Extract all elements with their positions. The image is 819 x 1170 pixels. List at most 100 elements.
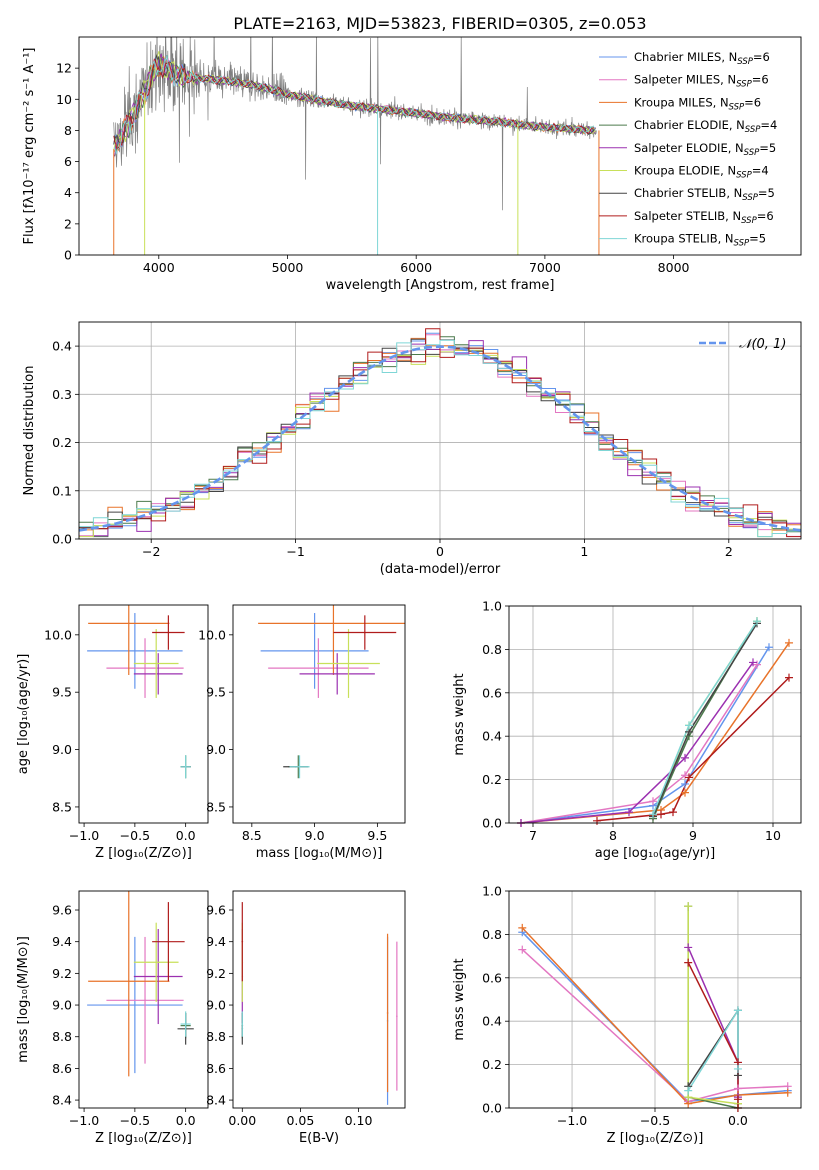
residuals-panel: −2 −1 0 1 2 0.0 0.1 0.2 0.3 0.4 (data-model)/error… <box>22 321 802 577</box>
weight-marker-kroupa-stelib <box>684 1086 693 1095</box>
point-salpeter-miles <box>144 999 146 1002</box>
x-tick-label: 0.10 <box>345 1113 373 1128</box>
weight-marker-salpeter-stelib <box>669 808 677 817</box>
x-tick-label: −1.0 <box>557 1113 587 1128</box>
y-tick-label: 8.4 <box>206 1093 226 1108</box>
normal-curve <box>79 345 801 532</box>
x-tick-label: −0.5 <box>640 1113 670 1128</box>
y-axis-label: Normed distribution <box>22 366 37 496</box>
point-kroupa-elodie <box>155 662 157 665</box>
figure-title: PLATE=2163, MJD=53823, FIBERID=0305, z=0… <box>233 14 646 33</box>
legend-label: Salpeter STELIB, NSSP=6 <box>634 209 774 226</box>
y-tick-label: 8.8 <box>52 1029 72 1044</box>
legend-label: Salpeter ELODIE, NSSP=5 <box>634 141 776 158</box>
point-salpeter-stelib <box>241 940 244 943</box>
y-tick-label: 9.2 <box>206 966 226 981</box>
axes-frame <box>232 890 406 1109</box>
y-tick-label: 8.8 <box>206 1029 226 1044</box>
point-salpeter-elodie <box>157 673 160 675</box>
y-tick-label: 9.0 <box>206 998 226 1013</box>
weight-marker-kroupa-stelib <box>649 810 657 819</box>
x-axis-label: mass [log₁₀(M/M⊙)] <box>256 846 383 861</box>
weight-line-salpeter-miles <box>520 664 758 823</box>
weight-line-kroupa-elodie <box>652 620 758 817</box>
y-axis-label: age [log₁₀(age/yr)] <box>16 654 31 775</box>
model-spectrum-kroupa-elodie <box>113 50 596 151</box>
x-tick-label: 9.5 <box>367 828 387 843</box>
weight-line-salpeter-miles <box>521 949 788 1103</box>
x-tick-label: 9 <box>689 828 697 843</box>
y-tick-label: 9.4 <box>52 934 72 949</box>
axes-frame <box>78 604 209 824</box>
legend-label: Salpeter MILES, NSSP=6 <box>634 73 769 90</box>
y-tick-label: 8.4 <box>52 1093 72 1108</box>
y-tick-label: 9.5 <box>52 685 72 700</box>
point-salpeter-miles <box>317 667 320 669</box>
point-salpeter-stelib <box>167 631 170 634</box>
weight-marker-kroupa-stelib <box>753 617 761 626</box>
y-tick-label: 0.4 <box>52 339 72 354</box>
weight-marker-salpeter-miles <box>518 945 527 954</box>
weight-line-kroupa-stelib <box>687 1007 739 1091</box>
weight-marker-kroupa-miles <box>681 788 689 797</box>
y-tick-label: 8.5 <box>52 799 72 814</box>
x-tick-label: 0.00 <box>228 1113 256 1128</box>
x-tick-label: −1 <box>286 544 304 559</box>
legend: Chabrier MILES, NSSP=6 Salpeter MILES, NS… <box>599 50 777 249</box>
y-tick-label: 0.2 <box>52 435 72 450</box>
weight-marker-kroupa-miles <box>783 1088 792 1097</box>
weight-marker-salpeter-elodie <box>684 943 693 952</box>
legend-label: Kroupa MILES, NSSP=6 <box>634 95 761 112</box>
point-chabrier-miles <box>134 650 136 652</box>
y-tick-label: 12 <box>56 61 72 76</box>
weight-line-kroupa-stelib <box>652 620 758 815</box>
y-tick-label: 0.0 <box>52 532 72 547</box>
y-axis-label: mass weight <box>452 673 467 755</box>
point-salpeter-miles <box>144 667 146 669</box>
mass-vs-metallicity-panel: −1.0 −0.5 0.0 8.4 8.6 8.8 9.0 9.2 9.4 9.6 Z [log₁₀… <box>16 890 209 1146</box>
y-tick-label: 0.3 <box>52 387 72 402</box>
x-tick-label: 0.0 <box>728 1113 748 1128</box>
age-vs-metallicity-panel: −1.0 −0.5 0.0 8.5 9.0 9.5 10.0 Z [log₁₀(Z/Z⊙)] a… <box>16 604 209 861</box>
x-tick-label: 7000 <box>529 260 561 275</box>
y-axis-label: mass weight <box>452 958 467 1040</box>
legend-label: Chabrier STELIB, NSSP=5 <box>634 186 775 203</box>
axes-frame <box>508 890 802 1109</box>
x-tick-label: 10 <box>765 828 781 843</box>
point-kroupa-stelib <box>298 765 301 768</box>
x-tick-label: −1.0 <box>69 828 99 843</box>
axes-frame <box>78 36 802 256</box>
weight-marker-kroupa-stelib <box>733 1006 742 1015</box>
legend-label: Kroupa STELIB, NSSP=5 <box>634 232 766 249</box>
weight-marker-kroupa-stelib <box>685 721 693 730</box>
point-kroupa-miles <box>127 980 130 983</box>
model-spectrum-chabrier-miles <box>113 56 596 148</box>
weight-marker-salpeter-stelib <box>593 816 601 825</box>
x-axis-label: (data-model)/error <box>380 562 501 577</box>
weight-vs-metallicity-panel: −1.0 −0.5 0.0 0.0 0.2 0.4 0.6 0.8 1.0 Z [log₁₀(Z/… <box>452 884 802 1146</box>
x-tick-label: 8 <box>609 828 617 843</box>
y-tick-label: 9.6 <box>52 903 72 918</box>
x-tick-label: 6000 <box>400 260 432 275</box>
weight-marker-salpeter-miles <box>649 797 657 806</box>
mass-vs-ebv-panel: 0.00 0.05 0.10 8.4 8.6 8.8 9.0 9.2 9.4 9.6 E(B-V) <box>206 890 406 1146</box>
y-tick-label: 0.6 <box>482 685 502 700</box>
y-tick-label: 0.6 <box>482 970 502 985</box>
y-tick-label: 9.0 <box>52 742 72 757</box>
point-kroupa-stelib <box>184 765 187 768</box>
plot-area <box>113 37 600 255</box>
x-tick-label: −0.5 <box>120 1113 150 1128</box>
y-tick-label: 0.2 <box>482 772 502 787</box>
x-axis-label: Z [log₁₀(Z/Z⊙)] <box>607 1131 704 1146</box>
legend-label: Chabrier MILES, NSSP=6 <box>634 50 770 67</box>
legend-label: 𝒩(0, 1) <box>739 337 786 352</box>
x-axis-label: E(B-V) <box>299 1131 339 1146</box>
y-tick-label: 8.5 <box>206 799 226 814</box>
weight-line-salpeter-stelib <box>687 962 739 1108</box>
x-tick-label: 9.0 <box>305 828 325 843</box>
weight-marker-salpeter-stelib <box>685 773 693 782</box>
weight-line-chabrier-miles <box>520 646 770 823</box>
y-tick-label: 9.5 <box>206 685 226 700</box>
plot-area <box>258 605 405 779</box>
axes-frame <box>78 321 802 540</box>
